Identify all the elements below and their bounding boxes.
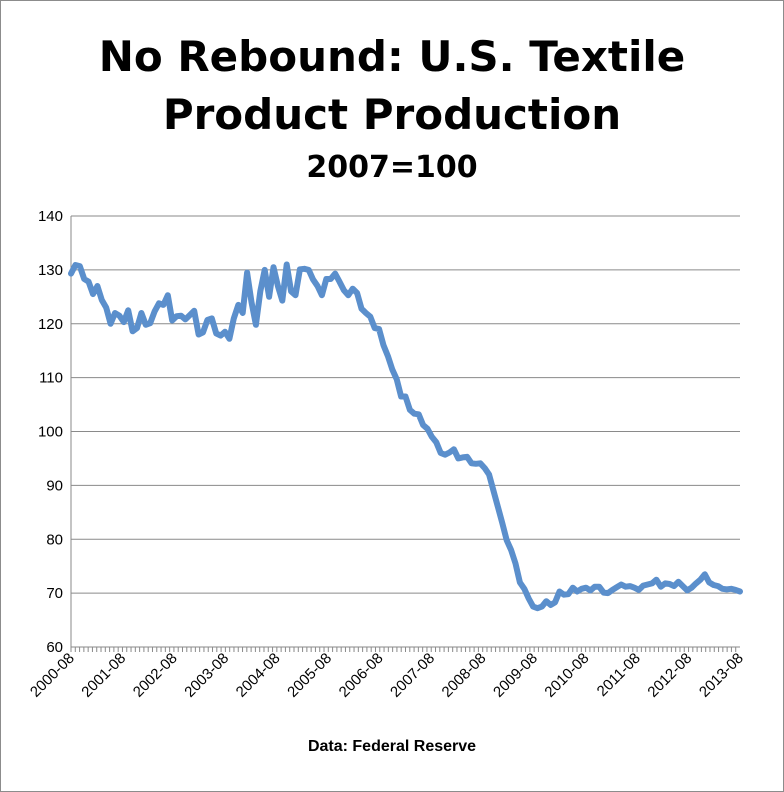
y-tick-label: 140 <box>38 208 63 225</box>
y-tick-label: 130 <box>38 262 63 279</box>
x-tick-label: 2006-08 <box>336 650 387 701</box>
x-tick-label: 2003-08 <box>181 650 232 701</box>
x-tick-labels: 2000-08 2001-08 2002-08 2003-08 2004-08 2005-… <box>27 650 747 701</box>
x-tick-label: 2009-08 <box>490 650 541 701</box>
chart-title: No Rebound: U.S. Textile Product Product… <box>0 28 784 144</box>
x-tick-label: 2005-08 <box>284 650 335 701</box>
x-tick-label: 2002-08 <box>130 650 181 701</box>
chart-subtitle: 2007=100 <box>306 150 478 185</box>
series-line <box>68 261 743 612</box>
x-tick-label: 2011-08 <box>594 650 644 700</box>
y-tick-label: 70 <box>46 585 63 602</box>
grid-lines <box>71 215 740 594</box>
y-tick-label: 60 <box>46 639 63 656</box>
x-tick-label: 2001-08 <box>78 650 129 701</box>
chart-title-line-2: Product Production <box>162 90 622 139</box>
y-tick-label: 90 <box>46 477 63 494</box>
x-tick-label: 2013-08 <box>696 650 747 701</box>
data-source-note: Data: Federal Reserve <box>307 738 477 755</box>
y-tick-labels: 60 70 80 90 100 110 120 130 140 <box>38 208 63 656</box>
chart-title-line-1: No Rebound: U.S. Textile <box>98 32 686 81</box>
series-group <box>68 261 743 612</box>
x-tick-label: 2004-08 <box>233 650 284 701</box>
x-tick-label: 2007-08 <box>387 650 438 701</box>
y-tick-label: 80 <box>46 531 63 548</box>
axes <box>70 216 740 652</box>
y-tick-label: 110 <box>39 370 63 387</box>
y-tick-label: 100 <box>38 424 63 441</box>
x-tick-label: 2008-08 <box>439 650 490 701</box>
y-tick-label: 120 <box>38 316 63 333</box>
x-tick-label: 2012-08 <box>644 650 695 701</box>
x-tick-label: 2010-08 <box>541 650 592 701</box>
x-tick-label: 2000-08 <box>27 650 78 701</box>
